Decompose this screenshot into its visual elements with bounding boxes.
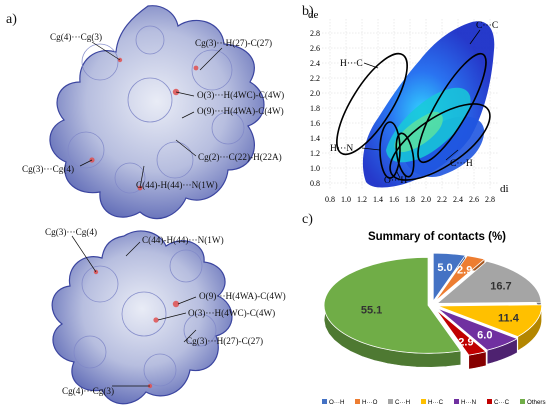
pie-value-label: 6.0	[477, 330, 492, 342]
legend-swatch	[355, 399, 360, 404]
x-tick: 1.4	[373, 195, 383, 204]
pie-slice	[436, 307, 519, 351]
region-label-oh: O···H	[384, 176, 407, 186]
pie-value-label: 2.9	[457, 265, 472, 277]
y-tick: 1.2	[310, 149, 320, 158]
fingerprint-grid	[322, 19, 498, 189]
legend-swatch	[421, 399, 426, 404]
pie-slices	[323, 252, 543, 370]
x-tick: 1.8	[405, 195, 415, 204]
pie-value-label: 55.1	[361, 305, 382, 317]
annotation-bottom-5: Cg(3)···H(27)-C(27)	[186, 336, 264, 346]
annotation-bottom-4: O(3)···H(4WC)-C(4W)	[188, 308, 276, 318]
pie-slice	[432, 252, 467, 303]
panel-c-label: c)	[302, 212, 313, 227]
annotation-top-6: Cg(2)···C(22)-H(22A)	[198, 152, 282, 162]
legend-swatch	[487, 399, 492, 404]
pie-slice-side	[517, 304, 542, 352]
annotation-bottom-6: Cg(4)···Cg(3)	[62, 386, 115, 396]
pie-value-labels: 5.0 2.9 16.7 11.4 6.0 2.9 55.1	[361, 262, 520, 348]
annotation-bottom-2: C(44)-H(44)···N(1W)	[142, 235, 224, 245]
y-tick: 2.4	[310, 59, 320, 68]
fingerprint-cloud	[362, 21, 495, 188]
legend-label: H···O	[362, 399, 378, 406]
annotation-bottom-3: O(9)···H(4WA)-C(4W)	[199, 291, 286, 301]
y-tick: 2.6	[310, 44, 320, 53]
panel-b-label: b)	[302, 4, 314, 19]
fingerprint-region-ellipses	[336, 52, 491, 181]
region-label-ch: C···H	[450, 159, 473, 169]
region-label-cc: C···C	[476, 21, 498, 31]
pie-slice	[434, 255, 486, 302]
region-label-hn: H···N	[330, 144, 353, 154]
fingerprint-y-ticks: 2.8 2.6 2.4 2.2 2.0 1.8 1.6 1.4 1.2 1.0 …	[310, 29, 320, 188]
annotation-top-5: Cg(3)···Cg(4)	[22, 164, 75, 174]
pie-slice-side	[468, 351, 487, 370]
pie-slice	[436, 260, 542, 304]
annotation-top-3: O(3)···H(4WC)-C(4W)	[197, 90, 285, 100]
y-tick: 2.0	[310, 89, 320, 98]
pie-value-label: 5.0	[437, 262, 452, 274]
x-tick: 2.0	[421, 195, 431, 204]
pie-slice-side	[486, 338, 518, 365]
legend-swatch	[322, 399, 327, 404]
x-tick: 2.8	[485, 195, 495, 204]
annotation-top-7: C(44)-H(44)···N(1W)	[136, 180, 218, 190]
annotation-bottom-1: Cg(3)···Cg(4)	[45, 227, 98, 237]
fingerprint-label-pointers	[361, 29, 481, 179]
legend-swatch	[388, 399, 393, 404]
x-tick: 1.2	[357, 195, 367, 204]
legend-swatch	[520, 399, 525, 404]
legend-label: O···H	[329, 399, 344, 406]
pie-value-label: 2.9	[458, 336, 473, 348]
legend-label: H···N	[461, 399, 476, 406]
pie-value-label: 11.4	[498, 312, 520, 324]
pie-slice	[435, 309, 487, 356]
pie-slice-side	[432, 252, 466, 270]
fingerprint-x-ticks: 0.8 1.0 1.2 1.4 1.6 1.8 2.0 2.2 2.4 2.6 …	[325, 195, 495, 204]
pie-value-label: 16.7	[490, 280, 511, 292]
hirshfeld-surface-bottom	[51, 230, 233, 405]
pie-slice-side	[323, 257, 462, 368]
legend-label: Others	[527, 399, 546, 406]
x-tick: 2.6	[469, 195, 479, 204]
legend-label: C···C	[494, 399, 510, 406]
x-axis-label: di	[500, 183, 509, 195]
y-tick: 2.8	[310, 29, 320, 38]
region-label-hc: H···C	[340, 59, 363, 69]
y-tick: 1.0	[310, 164, 320, 173]
pie-slice-side	[466, 255, 485, 274]
legend-label: C···H	[395, 399, 410, 406]
hirshfeld-surfaces	[49, 5, 265, 405]
panel-a-label: a)	[6, 12, 17, 27]
pie-slice-side	[486, 260, 542, 317]
y-tick: 1.8	[310, 104, 320, 113]
x-tick: 1.6	[389, 195, 399, 204]
x-tick: 1.0	[341, 195, 351, 204]
pie-legend: O···H H···O C···H H···C H···N C···C Others	[322, 399, 546, 406]
hirshfeld-surface-top	[49, 5, 265, 220]
annotation-top-1: Cg(4)···Cg(3)	[50, 32, 103, 42]
x-tick: 2.4	[453, 195, 463, 204]
chart-title: Summary of contacts (%)	[368, 231, 506, 243]
y-tick: 1.4	[310, 134, 320, 143]
x-tick: 2.2	[437, 195, 447, 204]
legend-label: H···C	[428, 399, 444, 406]
x-tick: 0.8	[325, 195, 335, 204]
fingerprint-region-labels: C···C H···C H···N C···H O···H	[330, 21, 498, 186]
y-tick: 2.2	[310, 74, 320, 83]
annotation-top-4: O(9)···H(4WA)-C(4W)	[197, 106, 284, 116]
y-tick: 1.6	[310, 119, 320, 128]
annotation-top-2: Cg(3)···H(27)-C(27)	[195, 38, 273, 48]
pie-slice	[323, 256, 462, 354]
legend-swatch	[454, 399, 459, 404]
pie-slice	[437, 304, 543, 338]
y-tick: 0.8	[310, 179, 320, 188]
